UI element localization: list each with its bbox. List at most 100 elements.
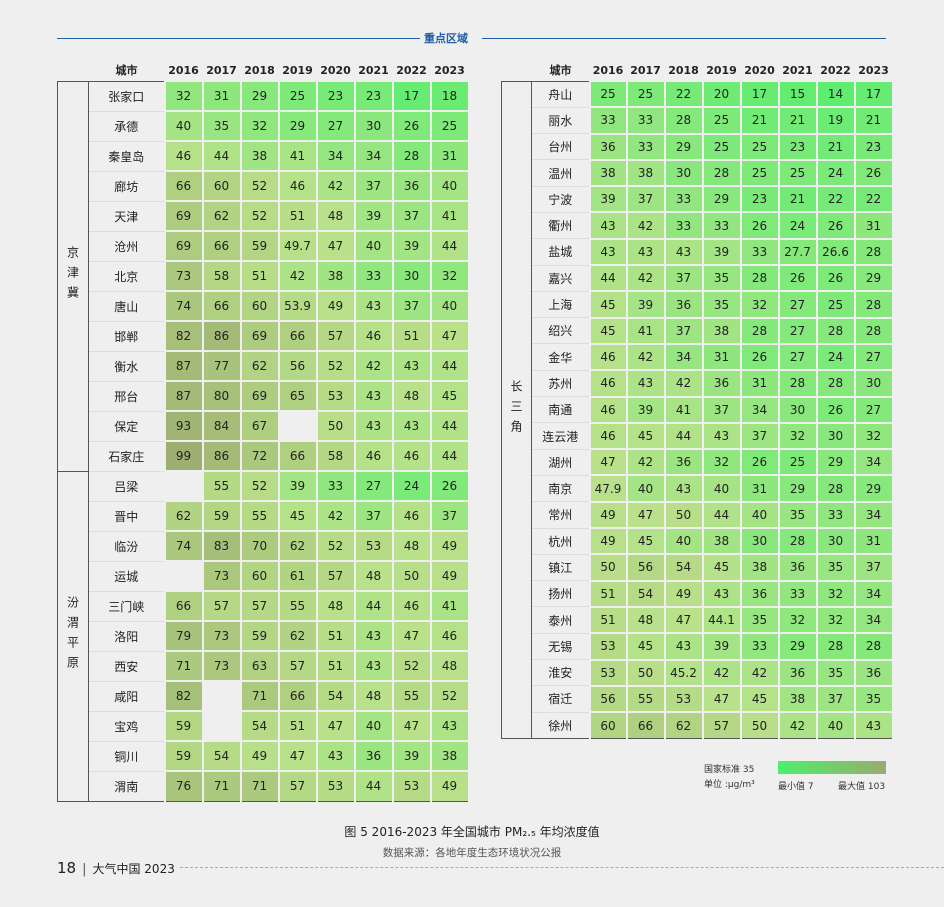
- pm25-value-cell: 46: [391, 440, 432, 472]
- city-name: 宁波: [531, 186, 590, 213]
- pm25-value-cell: 51: [315, 650, 356, 682]
- pm25-value-cell: 79: [163, 620, 204, 652]
- pm25-value-cell: 31: [739, 369, 780, 398]
- pm25-value-cell: 27: [315, 110, 356, 142]
- pm25-value-cell: 44: [429, 440, 470, 472]
- figure-source: 数据来源：各地年度生态环境状况公报: [382, 847, 562, 859]
- city-name: 西安: [88, 651, 165, 682]
- city-name: 宿迁: [531, 685, 590, 713]
- pm25-value-cell: 27: [853, 395, 894, 424]
- pm25-value-cell: 82: [163, 680, 204, 712]
- pm25-value-cell: 36: [663, 290, 704, 319]
- pm25-value-cell: 86: [201, 440, 242, 472]
- pm25-value-cell: 28: [391, 140, 432, 172]
- pm25-value-cell: 33: [663, 185, 704, 214]
- pm25-value-cell: 36: [663, 448, 704, 477]
- city-name: 三门峡: [88, 591, 165, 622]
- pm25-value-cell: 47: [315, 230, 356, 262]
- year-column-header: 2020: [740, 60, 779, 82]
- pm25-value-cell: 21: [853, 106, 894, 135]
- city-column-header: 城市: [531, 60, 590, 82]
- pm25-value-cell: 47.9: [588, 474, 628, 503]
- pm25-value-cell: 67: [239, 410, 280, 442]
- pm25-value-cell: 39: [701, 237, 742, 267]
- pm25-value-cell: 48: [353, 560, 394, 592]
- pm25-value-cell: 58: [315, 440, 356, 472]
- pm25-value-cell: 99: [163, 440, 204, 472]
- pm25-value-cell: 43: [391, 410, 432, 442]
- pm25-value-cell: 42: [739, 658, 780, 687]
- pm25-value-cell: 37: [391, 200, 432, 232]
- pm25-value-cell: 54: [663, 553, 704, 582]
- pm25-value-cell: 48: [429, 650, 470, 682]
- pm25-value-cell: 39: [625, 395, 666, 424]
- pm25-value-cell: 33: [701, 211, 742, 240]
- pm25-value-cell: 46: [588, 395, 628, 424]
- year-column-header: 2017: [202, 60, 241, 82]
- pm25-value-cell: 37: [429, 500, 470, 532]
- pm25-value-cell: 57: [239, 590, 280, 622]
- pm25-value-cell: 38: [777, 684, 818, 714]
- pm25-value-cell: 37: [853, 553, 894, 582]
- pm25-value-cell: 47: [391, 620, 432, 652]
- city-name: 镇江: [531, 554, 590, 582]
- pm25-value-cell: 49: [315, 290, 356, 322]
- pm25-value-cell: 62: [201, 200, 242, 232]
- pm25-value-cell: 52: [239, 200, 280, 232]
- pm25-value-cell: 28: [853, 237, 894, 267]
- pm25-value-cell: 25: [588, 79, 628, 109]
- pm25-value-cell: 32: [163, 80, 204, 112]
- pm25-value-cell: 28: [739, 316, 780, 345]
- pm25-value-cell: 43: [353, 410, 394, 442]
- pm25-value-cell: 34: [663, 342, 704, 372]
- pm25-value-cell: 65: [277, 380, 318, 412]
- pm25-value-cell: 50: [663, 500, 704, 530]
- city-name: 廊坊: [88, 171, 165, 202]
- pm25-value-cell: 42: [777, 711, 818, 739]
- pm25-value-cell: 28: [815, 369, 856, 398]
- pm25-value-cell: 36: [853, 658, 894, 687]
- pm25-value-cell: 45: [588, 290, 628, 319]
- pm25-value-cell: 38: [625, 158, 666, 188]
- year-column-header: 2019: [702, 60, 741, 82]
- pm25-value-cell: 31: [853, 211, 894, 240]
- pm25-value-cell: 28: [777, 527, 818, 556]
- pm25-value-cell: 26: [815, 395, 856, 424]
- table-row: 宝鸡 59 54 51 47 40 47 43: [58, 710, 470, 742]
- pm25-value-cell: 33: [815, 500, 856, 530]
- pm25-value-cell: 57: [277, 770, 318, 802]
- pm25-value-cell: 33: [588, 106, 628, 135]
- city-name: 石家庄: [88, 441, 165, 472]
- pm25-value-cell: 53: [315, 770, 356, 802]
- pm25-value-cell: 40: [701, 474, 742, 503]
- pm25-value-cell: 44: [663, 421, 704, 451]
- pm25-value-cell: 35: [815, 658, 856, 687]
- table-row: 秦皇岛 46 44 38 41 34 34 28 31: [58, 140, 470, 172]
- page-number: 18: [57, 859, 77, 877]
- pm25-value-cell: 48: [353, 680, 394, 712]
- pm25-value-cell: 83: [201, 530, 242, 562]
- pm25-value-cell: 24: [815, 158, 856, 188]
- pm25-value-cell: 24: [815, 342, 856, 372]
- pm25-value-cell: 32: [815, 605, 856, 635]
- pm25-value-cell: 28: [853, 632, 894, 661]
- pm25-value-cell: 28: [815, 316, 856, 345]
- city-name: 秦皇岛: [88, 141, 165, 172]
- city-name: 舟山: [531, 81, 590, 108]
- pm25-value-cell: 31: [853, 527, 894, 556]
- footer-divider: |: [82, 862, 87, 877]
- pm25-value-cell: 51: [391, 320, 432, 352]
- pm25-value-cell: 43: [853, 711, 894, 739]
- pm25-value-cell: 34: [853, 605, 894, 635]
- pm25-value-cell: 71: [163, 650, 204, 682]
- table-row: 西安 71 73 63 57 51 43 52 48: [58, 650, 470, 682]
- city-name: 衢州: [531, 212, 590, 240]
- pm25-value-cell: 35: [201, 110, 242, 142]
- pm25-value-cell: 23: [853, 132, 894, 161]
- pm25-value-cell: 43: [315, 740, 356, 772]
- pm25-value-cell: 33: [315, 470, 356, 502]
- pm25-value-cell: 57: [201, 590, 242, 622]
- pm25-value-cell: 39: [391, 740, 432, 772]
- pm25-value-cell: 46: [429, 620, 470, 652]
- pm25-value-cell: 51: [277, 200, 318, 232]
